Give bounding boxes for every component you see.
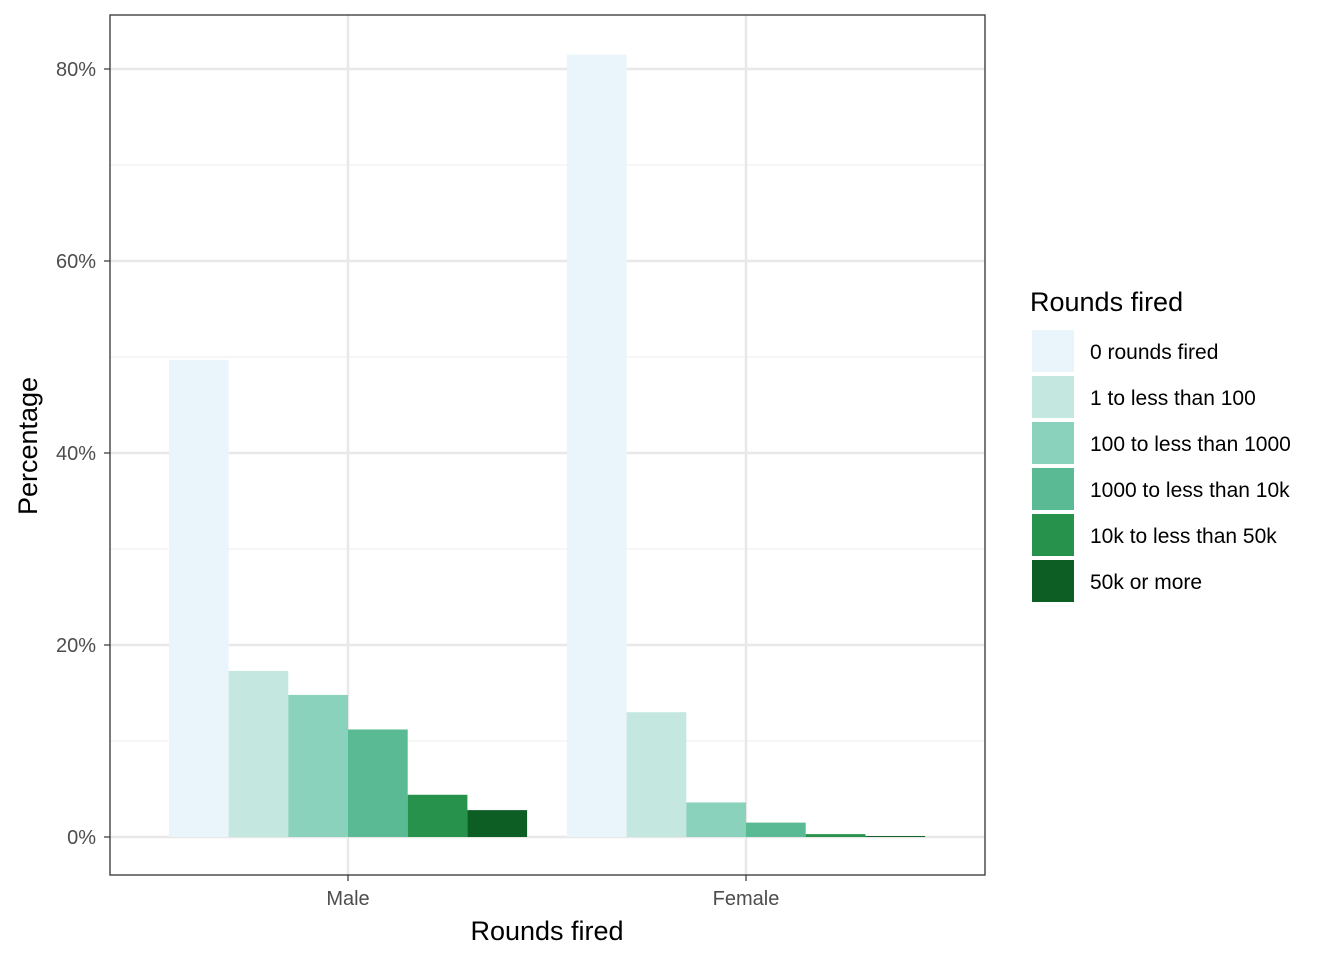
y-tick-label: 60% bbox=[56, 251, 96, 273]
axes: 0% 20% 40% 60% 80% Male Female bbox=[56, 59, 779, 910]
y-tick-label: 0% bbox=[67, 827, 96, 849]
bar-male-2 bbox=[288, 694, 348, 837]
bar-male-1 bbox=[228, 670, 289, 837]
bar-female-2 bbox=[686, 802, 746, 837]
legend-key-swatch bbox=[1032, 514, 1074, 556]
legend-item-label: 1000 to less than 10k bbox=[1090, 479, 1290, 502]
bar-female-5 bbox=[865, 836, 926, 837]
legend-key-swatch bbox=[1032, 330, 1074, 372]
legend: Rounds fired 0 rounds fired 1 to less tha… bbox=[1030, 287, 1291, 602]
legend-item-label: 10k to less than 50k bbox=[1090, 525, 1277, 548]
bar-male-4 bbox=[407, 794, 468, 837]
legend-item-label: 50k or more bbox=[1090, 571, 1202, 594]
bars bbox=[168, 54, 926, 838]
legend-key-swatch bbox=[1032, 560, 1074, 602]
legend-title: Rounds fired bbox=[1030, 287, 1183, 317]
legend-key-swatch bbox=[1032, 422, 1074, 464]
legend-key-swatch bbox=[1032, 376, 1074, 418]
x-tick-label: Male bbox=[326, 888, 369, 910]
bar-male-3 bbox=[348, 729, 408, 837]
y-axis-title: Percentage bbox=[13, 377, 43, 515]
bar-female-4 bbox=[805, 834, 866, 837]
bar-male-5 bbox=[467, 810, 528, 837]
bar-male-0 bbox=[168, 359, 229, 837]
x-axis-title: Rounds fired bbox=[470, 916, 623, 946]
bar-female-0 bbox=[566, 54, 627, 838]
y-tick-label: 20% bbox=[56, 635, 96, 657]
x-tick-label: Female bbox=[713, 888, 780, 910]
legend-key-swatch bbox=[1032, 468, 1074, 510]
legend-item-label: 1 to less than 100 bbox=[1090, 387, 1256, 410]
y-tick-label: 40% bbox=[56, 443, 96, 465]
plot-panel-border bbox=[109, 14, 986, 876]
bar-female-1 bbox=[626, 712, 687, 837]
bar-female-3 bbox=[746, 822, 806, 837]
legend-item-label: 100 to less than 1000 bbox=[1090, 433, 1291, 456]
y-tick-label: 80% bbox=[56, 59, 96, 81]
legend-item-label: 0 rounds fired bbox=[1090, 341, 1218, 364]
